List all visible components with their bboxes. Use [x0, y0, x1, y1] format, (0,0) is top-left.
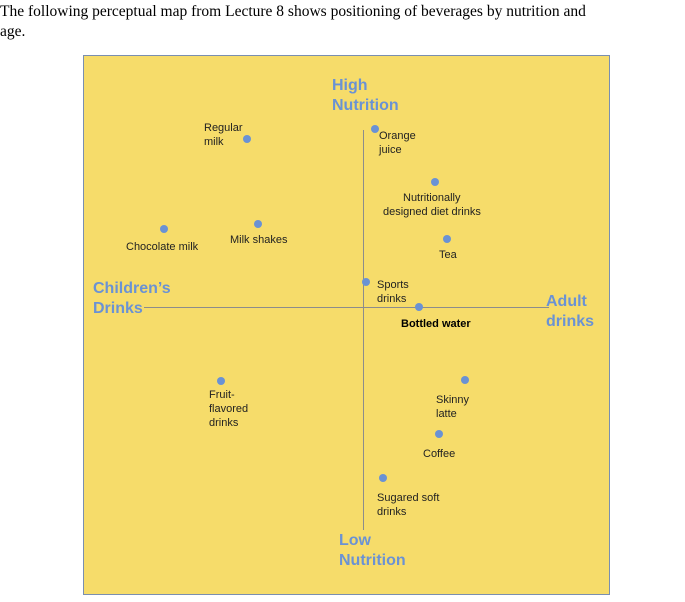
sugared-soft-drinks-dot [379, 474, 387, 482]
orange-juice-label: Orange juice [379, 130, 416, 156]
regular-milk-label: Regular milk [204, 122, 243, 148]
intro-line-1: The following perceptual map from Lectur… [0, 3, 586, 20]
coffee-label: Coffee [423, 448, 456, 460]
tea-dot [443, 235, 451, 243]
diet-drinks-label: Nutritionally designed diet drinks [383, 192, 481, 218]
tea-label: Tea [439, 249, 457, 261]
milk-shakes-label: Milk shakes [230, 234, 288, 246]
coffee-dot [435, 430, 443, 438]
pole-adult-drinks: Adult drinks [546, 293, 595, 330]
chocolate-milk-dot [160, 225, 168, 233]
regular-milk-dot [243, 135, 251, 143]
pole-childrens-drinks: Children’s Drinks [93, 280, 171, 317]
age-axis [144, 307, 549, 308]
skinny-latte-dot [461, 376, 469, 384]
intro-line-2: age. [0, 23, 26, 40]
sports-drinks-dot [362, 278, 370, 286]
perceptual-map: High Nutrition Low Nutrition Children’s … [83, 55, 610, 595]
sugared-soft-drinks-label: Sugared soft drinks [377, 492, 440, 518]
pole-high-nutrition: High Nutrition [332, 77, 399, 114]
diet-drinks-dot [431, 178, 439, 186]
sports-drinks-label: Sports drinks [377, 279, 409, 305]
fruit-flavored-drinks-dot [217, 377, 225, 385]
orange-juice-dot [371, 125, 379, 133]
pole-low-nutrition: Low Nutrition [339, 532, 406, 569]
milk-shakes-dot [254, 220, 262, 228]
intro-text: The following perceptual map from Lectur… [0, 2, 685, 42]
bottled-water-label: Bottled water [401, 318, 471, 330]
nutrition-axis [363, 130, 364, 530]
bottled-water-dot [415, 303, 423, 311]
skinny-latte-label: Skinny latte [436, 394, 470, 420]
chocolate-milk-label: Chocolate milk [126, 241, 199, 253]
fruit-flavored-drinks-label: Fruit- flavored drinks [209, 389, 249, 429]
